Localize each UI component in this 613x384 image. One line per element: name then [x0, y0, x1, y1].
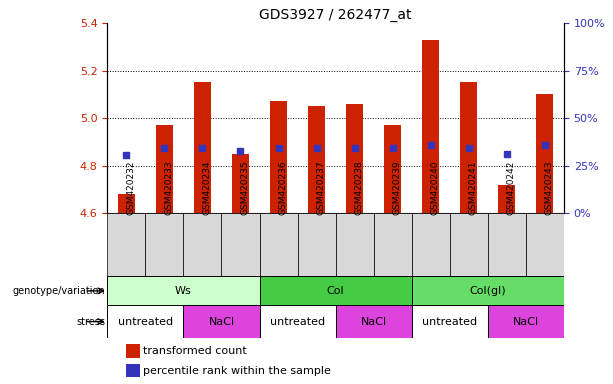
Text: GSM420236: GSM420236 — [278, 161, 287, 215]
Text: GSM420234: GSM420234 — [202, 161, 211, 215]
Text: genotype/variation: genotype/variation — [12, 286, 105, 296]
Bar — [498, 185, 516, 213]
Bar — [488, 305, 564, 338]
Bar — [126, 344, 140, 358]
Bar — [145, 213, 183, 276]
Text: stress: stress — [76, 316, 105, 327]
Text: Col: Col — [327, 286, 345, 296]
Bar — [450, 213, 488, 276]
Bar — [460, 83, 478, 213]
Bar — [422, 40, 440, 213]
Bar — [107, 305, 183, 338]
Text: GSM420235: GSM420235 — [240, 161, 249, 215]
Bar — [259, 276, 412, 305]
Text: GSM420240: GSM420240 — [431, 161, 440, 215]
Text: NaCl: NaCl — [360, 316, 387, 327]
Text: GSM420239: GSM420239 — [393, 161, 402, 215]
Text: GSM420232: GSM420232 — [126, 161, 135, 215]
Bar — [126, 364, 140, 377]
Bar — [156, 125, 173, 213]
Bar — [259, 213, 297, 276]
Text: GSM420237: GSM420237 — [316, 161, 326, 215]
Text: NaCl: NaCl — [208, 316, 235, 327]
Bar — [107, 213, 145, 276]
Bar — [412, 305, 488, 338]
Text: transformed count: transformed count — [143, 346, 247, 356]
Bar — [183, 213, 221, 276]
Text: Col(gl): Col(gl) — [470, 286, 506, 296]
Bar — [384, 125, 402, 213]
Bar — [194, 83, 211, 213]
Text: NaCl: NaCl — [513, 316, 539, 327]
Bar — [536, 94, 554, 213]
Bar — [374, 213, 412, 276]
Bar — [221, 213, 259, 276]
Text: untreated: untreated — [118, 316, 173, 327]
Bar — [183, 305, 259, 338]
Bar — [346, 104, 364, 213]
Title: GDS3927 / 262477_at: GDS3927 / 262477_at — [259, 8, 412, 22]
Text: GSM420238: GSM420238 — [355, 161, 364, 215]
Text: untreated: untreated — [422, 316, 478, 327]
Text: Ws: Ws — [175, 286, 192, 296]
Text: GSM420243: GSM420243 — [545, 161, 554, 215]
Bar — [412, 276, 564, 305]
Bar — [336, 213, 374, 276]
Bar — [270, 101, 287, 213]
Bar — [297, 213, 336, 276]
Text: untreated: untreated — [270, 316, 325, 327]
Bar — [232, 154, 249, 213]
Bar — [488, 213, 526, 276]
Bar — [118, 194, 135, 213]
Text: GSM420242: GSM420242 — [507, 161, 516, 215]
Bar — [336, 305, 412, 338]
Text: GSM420233: GSM420233 — [164, 161, 173, 215]
Text: percentile rank within the sample: percentile rank within the sample — [143, 366, 331, 376]
Bar — [259, 305, 336, 338]
Bar — [107, 276, 259, 305]
Bar — [526, 213, 564, 276]
Bar — [308, 106, 325, 213]
Text: GSM420241: GSM420241 — [469, 161, 478, 215]
Bar — [412, 213, 450, 276]
